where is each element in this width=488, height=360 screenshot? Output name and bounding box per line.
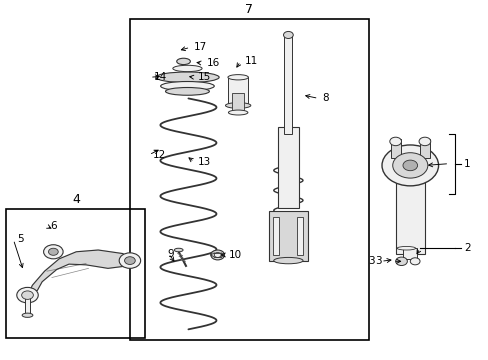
Ellipse shape (227, 75, 248, 80)
Text: 8: 8 (322, 94, 328, 103)
Text: 12: 12 (153, 150, 166, 160)
Ellipse shape (174, 248, 183, 252)
Circle shape (43, 245, 63, 259)
Text: 4: 4 (72, 193, 80, 206)
Circle shape (418, 137, 430, 146)
Text: 17: 17 (194, 42, 207, 52)
Circle shape (395, 257, 407, 266)
Text: 3: 3 (375, 256, 381, 266)
Ellipse shape (228, 110, 247, 115)
Circle shape (210, 250, 224, 260)
Ellipse shape (176, 58, 190, 64)
Ellipse shape (396, 247, 415, 250)
Circle shape (119, 253, 141, 268)
Ellipse shape (172, 65, 202, 72)
Bar (232, 93, 244, 113)
Ellipse shape (22, 313, 33, 318)
Ellipse shape (165, 87, 209, 95)
Circle shape (48, 248, 58, 255)
Bar (297, 216, 303, 255)
Circle shape (17, 287, 38, 303)
Bar (272, 216, 278, 255)
Circle shape (381, 145, 438, 186)
Text: 14: 14 (154, 72, 167, 82)
Text: 15: 15 (198, 72, 211, 82)
Circle shape (389, 137, 401, 146)
Text: 3: 3 (368, 256, 374, 266)
Text: 6: 6 (50, 221, 57, 231)
Bar (395, 169, 424, 253)
Circle shape (21, 291, 33, 300)
Text: 2: 2 (463, 243, 469, 253)
Ellipse shape (160, 81, 214, 91)
Text: 10: 10 (228, 250, 241, 260)
Bar (277, 127, 299, 208)
Text: 7: 7 (245, 3, 253, 15)
Text: 1: 1 (463, 159, 469, 168)
Circle shape (409, 258, 419, 265)
Bar (403, 248, 416, 259)
Text: 11: 11 (244, 57, 257, 66)
Circle shape (392, 153, 427, 178)
Ellipse shape (225, 103, 250, 108)
Bar (25, 295, 30, 315)
Bar (419, 139, 429, 158)
Bar (130, 19, 368, 340)
Polygon shape (30, 250, 131, 291)
Text: 9: 9 (167, 248, 173, 258)
Ellipse shape (156, 72, 219, 82)
Circle shape (214, 252, 221, 257)
Bar (5, 210, 144, 338)
Bar (227, 77, 248, 105)
Ellipse shape (273, 257, 303, 264)
Circle shape (124, 257, 135, 265)
Circle shape (283, 31, 293, 39)
Circle shape (402, 160, 417, 171)
Bar (390, 139, 400, 158)
Text: 5: 5 (17, 234, 24, 244)
Text: 16: 16 (206, 58, 219, 68)
Bar (284, 35, 292, 134)
Bar (268, 211, 307, 261)
Text: 13: 13 (198, 157, 211, 167)
